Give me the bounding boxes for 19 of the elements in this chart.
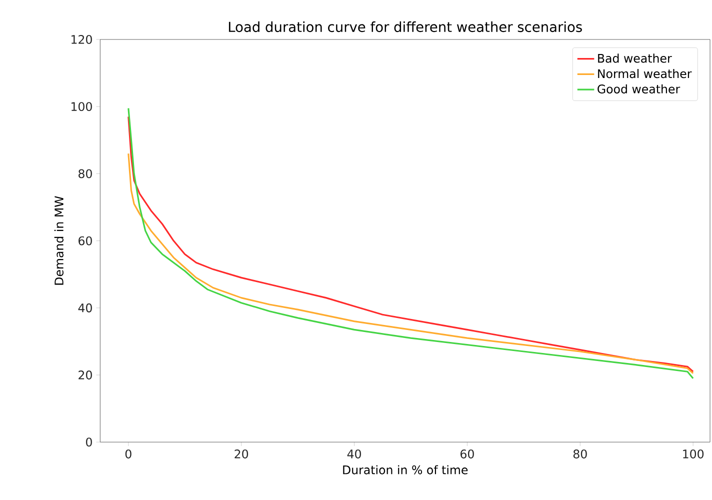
y-tick-label: 20 [78, 370, 92, 380]
chart-title: Load duration curve for different weather scenarios [228, 21, 582, 32]
x-tick-label: 60 [460, 449, 474, 458]
x-axis-title: Duration in % of time [343, 465, 468, 474]
x-tick-label: 20 [234, 449, 248, 458]
y-tick-label: 60 [78, 236, 92, 246]
legend-label: Normal weather [598, 68, 692, 78]
x-tick-label: 100 [683, 449, 704, 458]
y-tick-label: 0 [86, 437, 92, 446]
y-tick-label: 80 [78, 169, 92, 178]
x-tick-label: 0 [125, 449, 132, 458]
legend-label: Good weather [598, 84, 680, 94]
y-axis-title: Demand in MW [54, 196, 64, 285]
y-tick-label: 120 [72, 34, 92, 44]
y-tick-label: 40 [78, 303, 92, 312]
legend-label: Bad weather [598, 53, 672, 63]
y-tick-label: 100 [72, 102, 92, 111]
x-tick-label: 40 [347, 449, 361, 458]
x-tick-label: 80 [573, 449, 587, 458]
